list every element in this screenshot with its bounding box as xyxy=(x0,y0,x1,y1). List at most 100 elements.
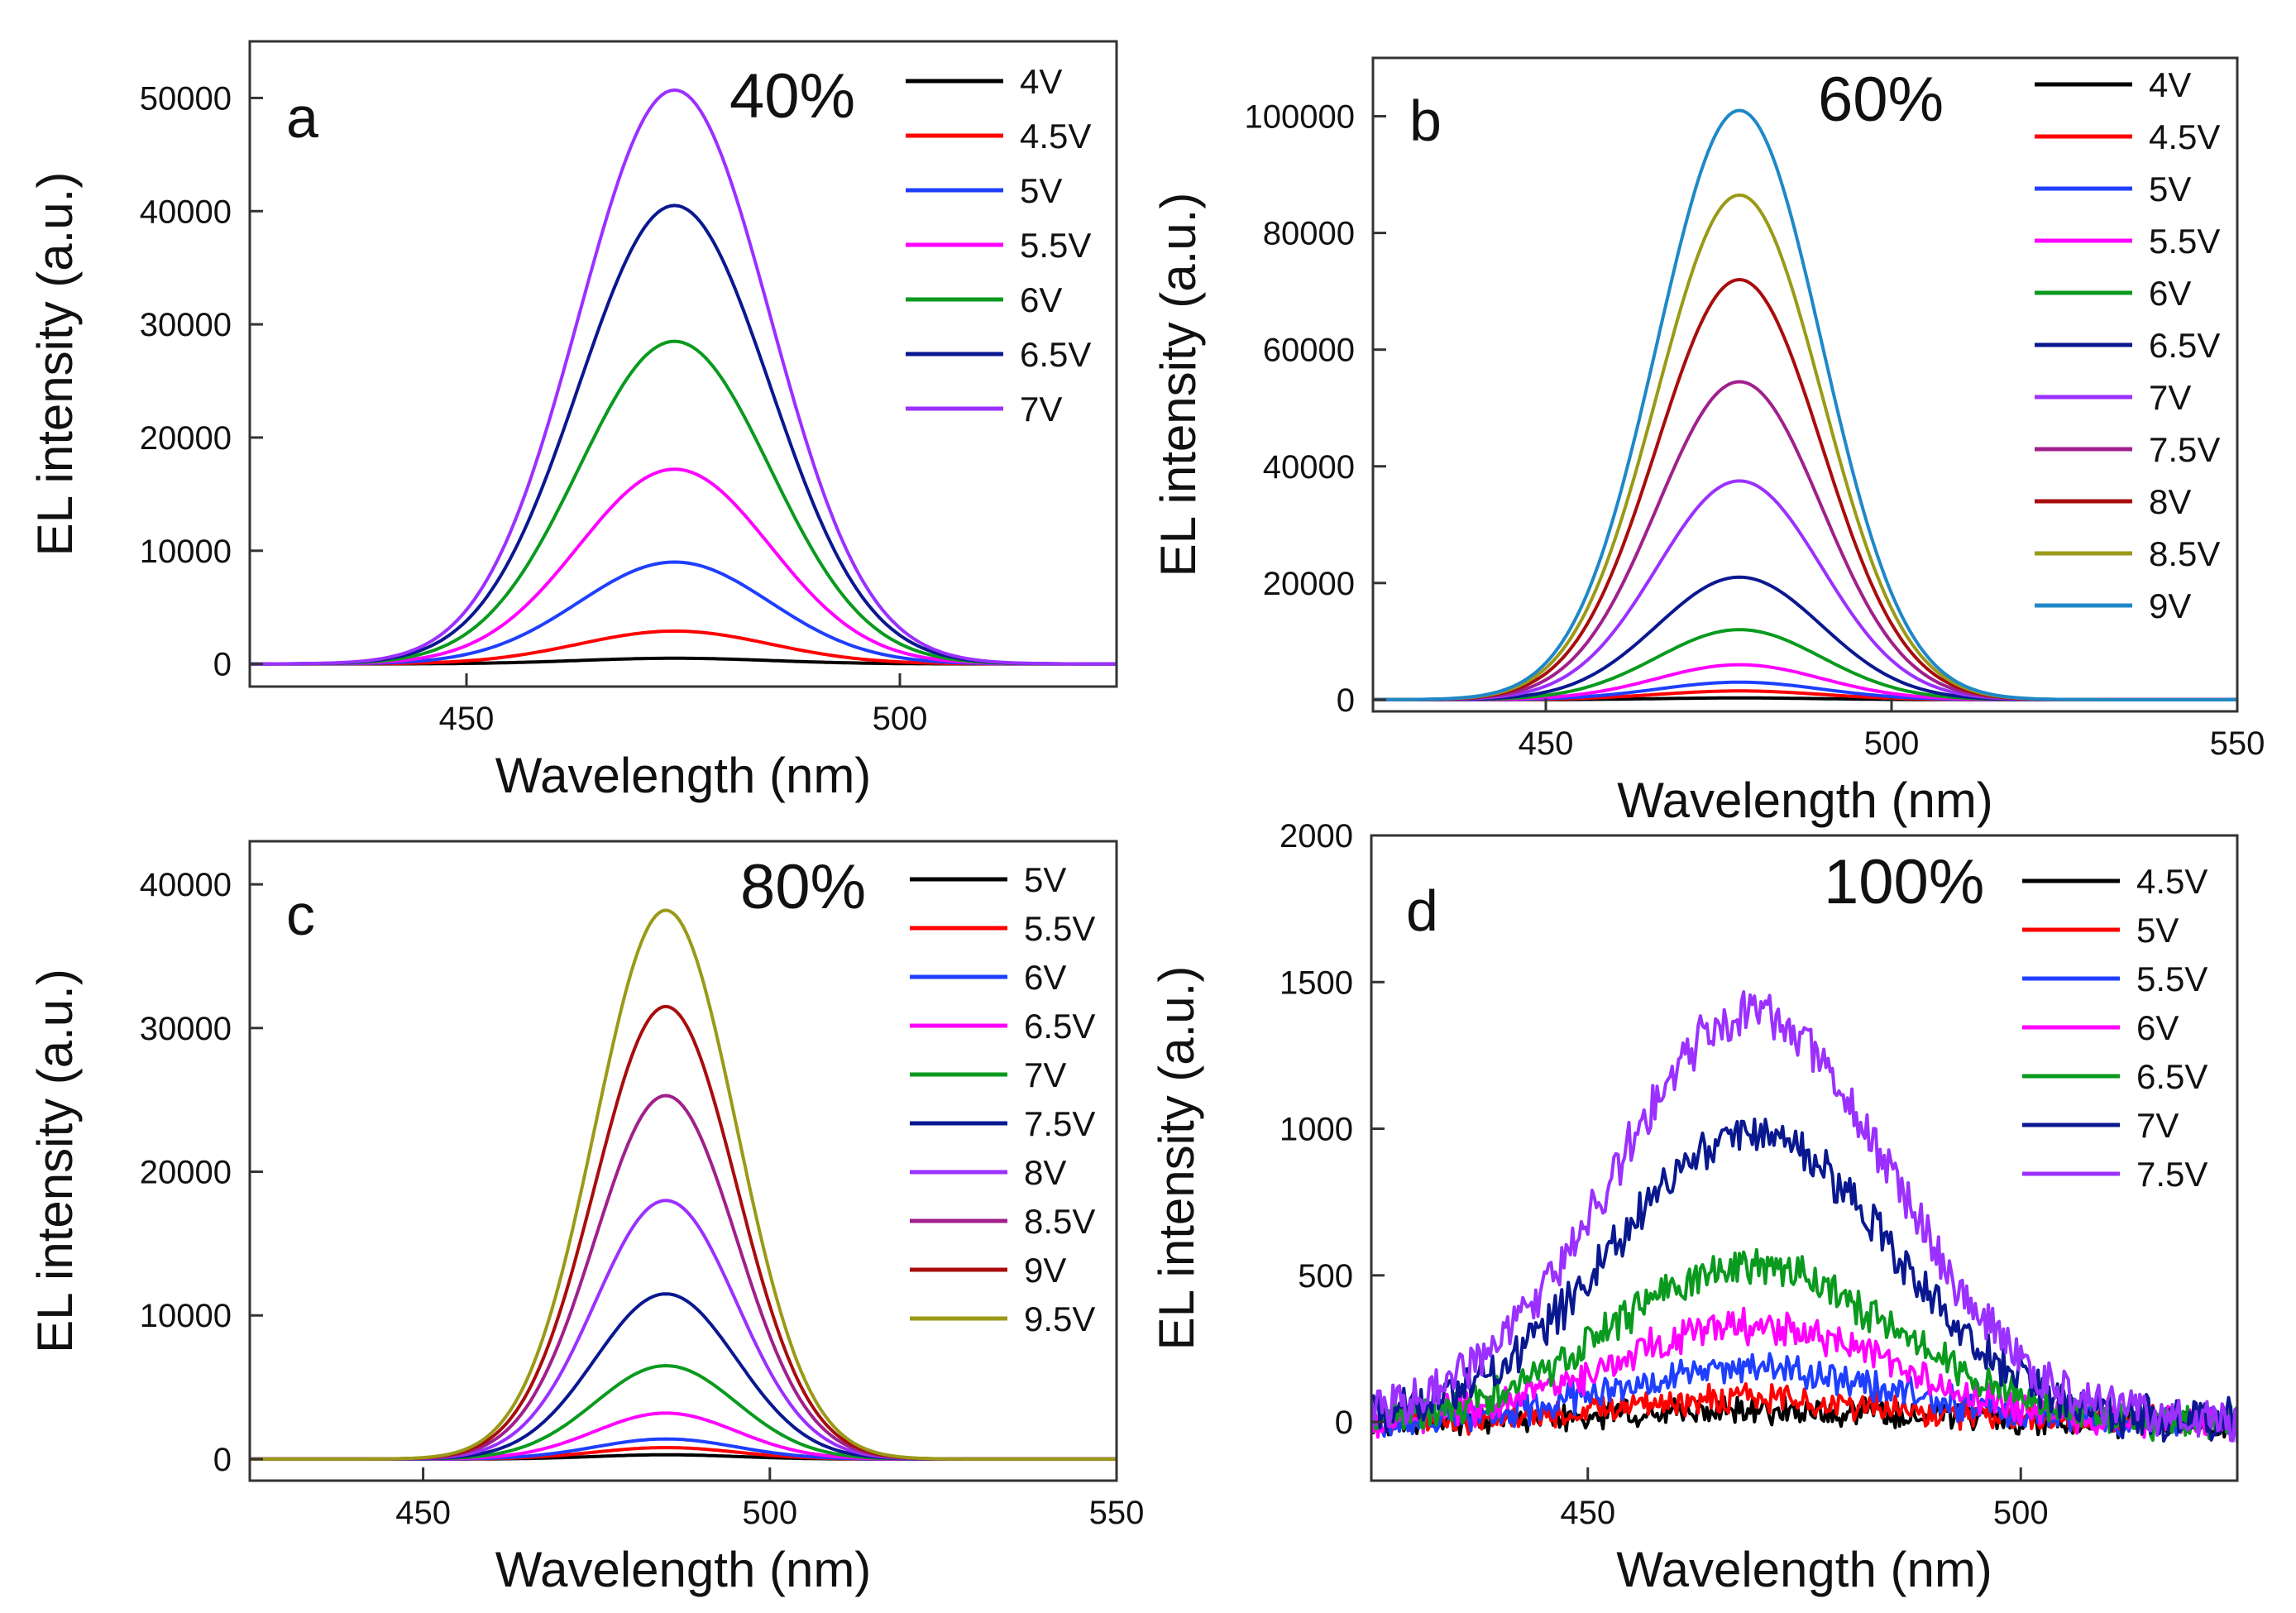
panel-d: 450 500 0 500 1000 1500 2000 Wavelength (nm) EL … xyxy=(1149,818,2239,1597)
y-tick-label: 10000 xyxy=(140,1298,232,1334)
legend-label: 9V xyxy=(1024,1251,1066,1290)
legend-label: 4.5V xyxy=(2149,117,2220,156)
y-tick-label: 1500 xyxy=(1280,964,1353,1001)
legend-label: 6.5V xyxy=(1024,1007,1095,1046)
y-tick-label: 60000 xyxy=(1263,333,1355,369)
series-line-8V xyxy=(1373,278,2237,701)
legend-label: 9V xyxy=(2149,586,2191,625)
panel-letter: a xyxy=(286,85,318,150)
legend: 4V 4.5V 5V 5.5V 6V 6.5V 7V 7.5V 8V 8.5V 9V xyxy=(2035,65,2220,625)
y-tick-label: 40000 xyxy=(1263,449,1355,486)
legend-label: 4.5V xyxy=(1020,117,1091,156)
panel-c: 450 500 550 0 10000 20000 30000 40000 Wavelength… xyxy=(27,840,1145,1597)
y-tick-label: 40000 xyxy=(140,194,232,230)
y-tick-label: 20000 xyxy=(140,420,232,457)
x-tick-label: 450 xyxy=(395,1495,451,1531)
series-line-8.5V xyxy=(250,1094,1117,1461)
x-axis-title: Wavelength (nm) xyxy=(495,748,872,803)
y-tick-label: 1000 xyxy=(1280,1112,1353,1148)
legend-label: 8.5V xyxy=(1024,1202,1095,1241)
series-line-7V xyxy=(250,88,1117,666)
axes-frame xyxy=(1371,56,2239,713)
series-line-6.5V xyxy=(250,203,1117,666)
x-tick-label: 450 xyxy=(439,701,495,737)
legend: 5V 5.5V 6V 6.5V 7V 7.5V 8V 8.5V 9V 9.5V xyxy=(910,860,1095,1338)
legend-label: 5V xyxy=(2149,170,2191,208)
series-line-8V xyxy=(250,1199,1117,1461)
x-tick-label: 550 xyxy=(1089,1495,1145,1531)
axes-frame xyxy=(248,40,1118,688)
legend-label: 5V xyxy=(1024,860,1066,899)
legend-label: 7.5V xyxy=(2136,1155,2208,1194)
y-tick-label: 50000 xyxy=(140,80,232,117)
series-line-9.5V xyxy=(250,908,1117,1461)
legend-label: 6.5V xyxy=(1020,335,1091,374)
panel-letter: b xyxy=(1409,89,1442,153)
y-tick-label: 20000 xyxy=(140,1155,232,1191)
y-tick-label: 0 xyxy=(1337,682,1355,719)
legend-label: 6V xyxy=(1024,958,1066,997)
legend-label: 5.5V xyxy=(2136,960,2208,998)
panel-title: 40% xyxy=(729,61,855,132)
x-tick-label: 500 xyxy=(742,1495,797,1531)
legend-label: 4V xyxy=(1020,62,1062,101)
legend-label: 6.5V xyxy=(2149,326,2220,365)
legend-label: 7V xyxy=(1024,1055,1066,1094)
series-line-9V xyxy=(1373,108,2237,701)
legend-label: 7.5V xyxy=(1024,1104,1095,1143)
y-tick-label: 2000 xyxy=(1280,818,1353,854)
legend-label: 5.5V xyxy=(1020,226,1091,265)
panel-title: 80% xyxy=(740,852,866,922)
y-tick-label: 0 xyxy=(1335,1405,1353,1441)
y-tick-label: 20000 xyxy=(1263,566,1355,602)
y-tick-label: 40000 xyxy=(140,867,232,903)
panel-b: 450 500 550 0 20000 40000 60000 80000 100000 Wave… xyxy=(1150,56,2265,828)
y-tick-label: 30000 xyxy=(140,1011,232,1047)
legend-label: 8V xyxy=(1024,1153,1066,1192)
legend: 4V 4.5V 5V 5.5V 6V 6.5V 7V xyxy=(906,62,1091,428)
legend-label: 4.5V xyxy=(2136,862,2208,901)
plot-area xyxy=(250,908,1117,1461)
legend-label: 9.5V xyxy=(1024,1299,1095,1338)
plot-area xyxy=(1373,108,2237,701)
legend-label: 7V xyxy=(1020,390,1062,428)
x-tick-label: 500 xyxy=(1864,725,1920,762)
x-axis-title: Wavelength (nm) xyxy=(495,1542,872,1597)
panel-letter: d xyxy=(1406,878,1438,943)
legend-label: 5.5V xyxy=(2149,222,2220,261)
x-tick-label: 550 xyxy=(2210,725,2265,762)
legend-label: 6V xyxy=(2149,274,2191,313)
y-tick-label: 0 xyxy=(213,1442,232,1478)
legend-label: 6V xyxy=(2136,1008,2179,1047)
series-line-5V xyxy=(250,560,1117,666)
y-tick-label: 0 xyxy=(213,647,232,683)
panel-title: 60% xyxy=(1818,65,1944,135)
x-axis-title: Wavelength (nm) xyxy=(1616,1542,1992,1597)
legend-label: 7.5V xyxy=(2149,430,2220,469)
series-line-6.5V xyxy=(1373,575,2237,701)
legend-label: 7V xyxy=(2136,1106,2179,1145)
plot-area xyxy=(250,88,1117,666)
axes-frame xyxy=(1370,834,2239,1482)
legend-label: 7V xyxy=(2149,378,2191,417)
panel-title: 100% xyxy=(1824,847,1984,917)
legend-label: 6.5V xyxy=(2136,1057,2208,1096)
y-axis-title: EL intensity (a.u.) xyxy=(1150,193,1206,577)
panel-letter: c xyxy=(286,883,315,947)
series-line-7V xyxy=(1373,479,2237,701)
y-axis-title: EL intensity (a.u.) xyxy=(27,172,83,557)
legend-label: 8.5V xyxy=(2149,534,2220,573)
legend-label: 5V xyxy=(2136,911,2179,950)
y-tick-label: 100000 xyxy=(1245,99,1355,136)
series-line-5.5V xyxy=(250,467,1117,666)
legend-label: 5V xyxy=(1020,171,1062,210)
x-tick-label: 500 xyxy=(1993,1495,2049,1531)
series-line-6.5V xyxy=(250,1411,1117,1461)
y-tick-label: 80000 xyxy=(1263,216,1355,252)
y-axis-title: EL intensity (a.u.) xyxy=(27,969,83,1353)
y-axis-title: EL intensity (a.u.) xyxy=(1149,966,1204,1351)
series-line-6V xyxy=(1371,1306,2237,1440)
panel-a: 450 500 0 10000 20000 30000 40000 50000 Waveleng… xyxy=(27,40,1118,803)
y-tick-label: 30000 xyxy=(140,307,232,343)
x-axis-title: Wavelength (nm) xyxy=(1617,773,1993,828)
